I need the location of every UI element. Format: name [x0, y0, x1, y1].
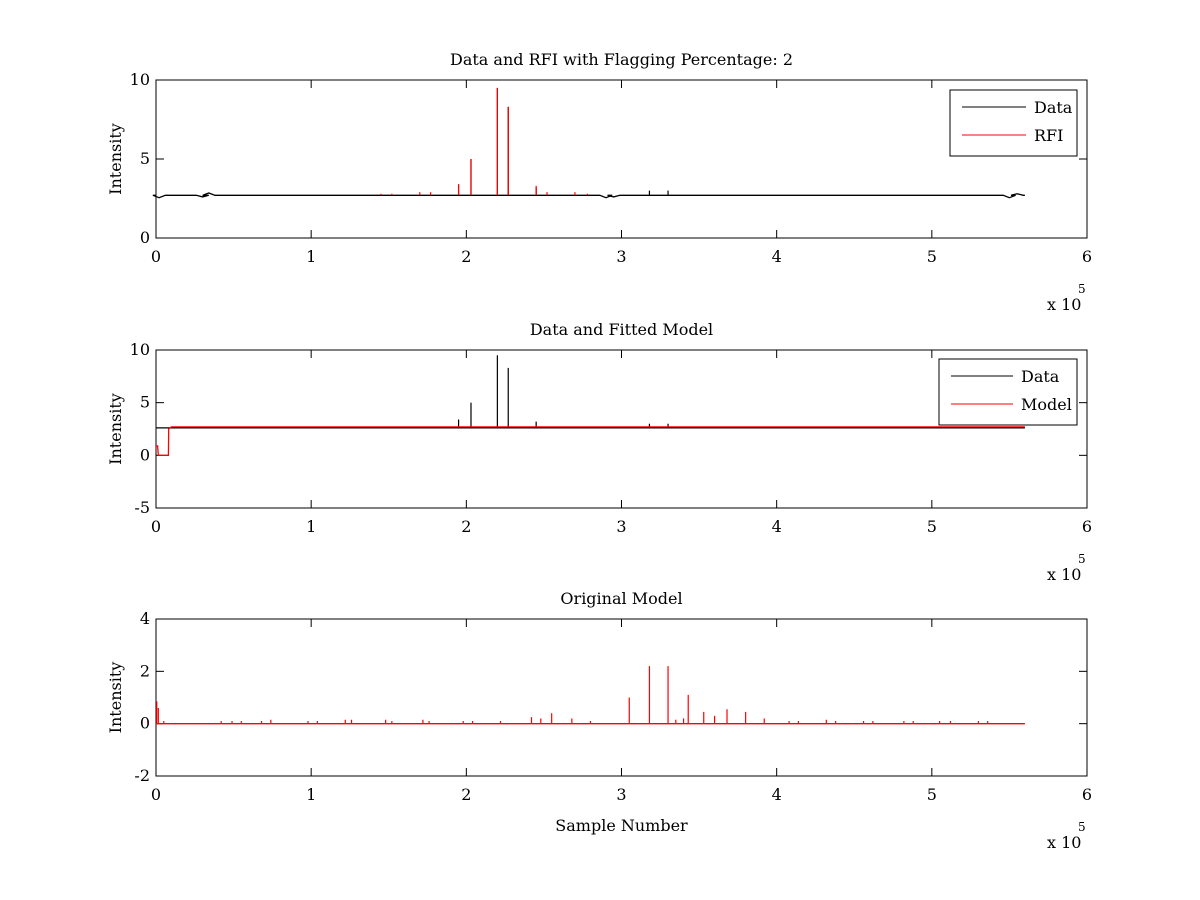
subplot-1-legend-label-data: Data: [1034, 98, 1073, 117]
subplot-1-legend-label-rfi: RFI: [1034, 126, 1063, 145]
subplot-3-ylabel: Intensity: [106, 662, 125, 734]
subplot-2-x-multiplier: x 10: [1047, 565, 1081, 584]
subplot-2-ytick-label: 5: [140, 393, 150, 412]
subplot-1-x-multiplier: x 10: [1047, 295, 1081, 314]
subplot-3-xtick-label: 1: [306, 785, 316, 804]
subplot-2: Data and Fitted Model Intensity x 10 5 0…: [106, 320, 1092, 584]
subplot-2-xtick-label: 6: [1082, 517, 1092, 536]
subplot-1-series-data-line: [152, 192, 1025, 199]
subplot-1-xtick-label: 0: [151, 247, 161, 266]
subplot-3-ytick-label: -2: [134, 766, 150, 785]
subplot-2-xtick-label: 3: [616, 517, 626, 536]
subplot-2-xtick-label: 1: [306, 517, 316, 536]
subplot-3-xtick-label: 6: [1082, 785, 1092, 804]
subplot-2-xtick-label: 5: [927, 517, 937, 536]
subplot-1-ytick-label: 5: [140, 149, 150, 168]
subplot-2-x-multiplier-exponent: 5: [1078, 552, 1086, 566]
subplot-3-ytick-label: 4: [140, 609, 150, 628]
subplot-2-ytick-label: 10: [130, 340, 150, 359]
subplot-2-legend-label-data: Data: [1021, 367, 1060, 386]
subplot-2-xtick-label: 4: [772, 517, 782, 536]
subplot-1-xtick-label: 3: [616, 247, 626, 266]
subplot-3-xlabel: Sample Number: [555, 816, 688, 835]
subplot-2-xtick-label: 0: [151, 517, 161, 536]
subplot-3-xtick-label: 4: [772, 785, 782, 804]
subplot-1-legend-box: [949, 89, 1078, 157]
subplot-1-ytick-label: 0: [140, 228, 150, 247]
subplot-1-legend: Data RFI: [949, 89, 1078, 157]
subplot-3-x-multiplier-exponent: 5: [1078, 820, 1086, 834]
subplot-3-xtick-label: 2: [461, 785, 471, 804]
subplot-2-legend-label-model: Model: [1021, 395, 1072, 414]
subplot-1-ylabel: Intensity: [106, 123, 125, 195]
subplot-3-xtick-label: 5: [927, 785, 937, 804]
subplot-2-xtick-label: 2: [461, 517, 471, 536]
subplot-2-title: Data and Fitted Model: [530, 320, 713, 339]
subplot-3-ytick-label: 2: [140, 661, 150, 680]
subplot-3-title: Original Model: [560, 589, 682, 608]
subplot-1-ytick-label: 10: [130, 70, 150, 89]
subplot-1-xtick-label: 2: [461, 247, 471, 266]
subplot-1-title: Data and RFI with Flagging Percentage: 2: [450, 50, 793, 69]
subplot-1-xtick-label: 5: [927, 247, 937, 266]
subplot-3-xtick-label: 0: [151, 785, 161, 804]
subplot-3: Original Model Intensity Sample Number x…: [106, 589, 1092, 852]
subplot-1: Data and RFI with Flagging Percentage: 2…: [106, 50, 1092, 314]
subplot-2-legend-box: [938, 358, 1078, 426]
subplot-2-series-model-line: [156, 426, 1025, 456]
subplot-2-ytick-label: -5: [134, 498, 150, 517]
subplot-1-xtick-label: 4: [772, 247, 782, 266]
subplot-3-ytick-label: 0: [140, 714, 150, 733]
subplot-1-xtick-label: 6: [1082, 247, 1092, 266]
subplot-2-ylabel: Intensity: [106, 393, 125, 465]
subplot-2-ytick-label: 0: [140, 445, 150, 464]
subplot-3-x-multiplier: x 10: [1047, 833, 1081, 852]
subplot-1-xtick-label: 1: [306, 247, 316, 266]
subplot-2-legend: Data Model: [938, 358, 1078, 426]
subplot-1-x-multiplier-exponent: 5: [1078, 282, 1086, 296]
subplot-3-xtick-label: 3: [616, 785, 626, 804]
